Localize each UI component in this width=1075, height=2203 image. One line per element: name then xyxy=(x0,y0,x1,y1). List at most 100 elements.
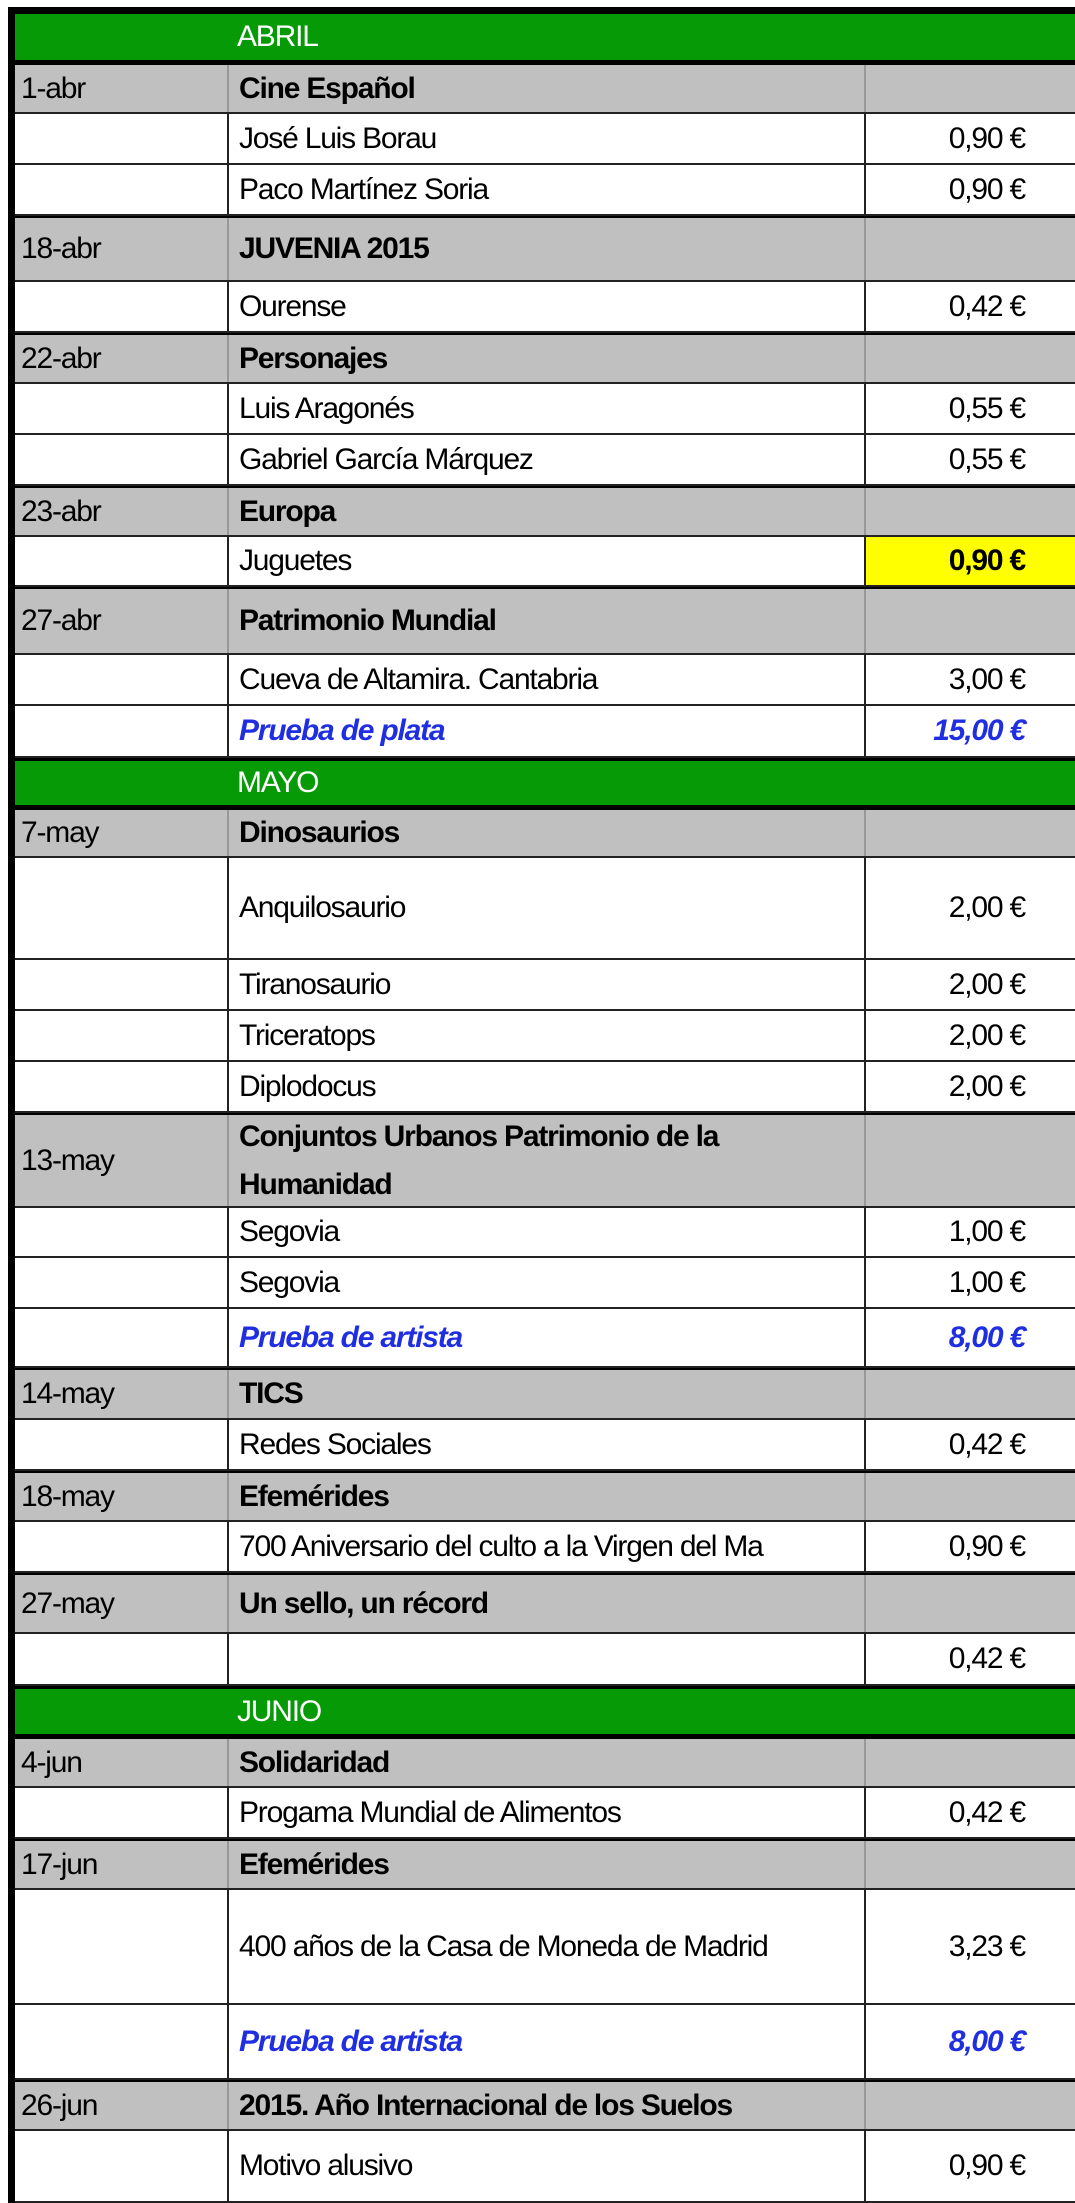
stamp-row: Paco Martínez Soria 0,90 € xyxy=(15,165,1075,216)
issue-date xyxy=(15,1309,227,1366)
face-value: 2,00 € xyxy=(864,1011,1075,1060)
face-value xyxy=(864,1575,1075,1632)
month-header-row: ABRIL xyxy=(15,11,1075,63)
face-value: 0,90 € xyxy=(864,537,1075,585)
issue-date: 17-jun xyxy=(21,1847,98,1881)
issue-title: 400 años de la Casa de Moneda de Madrid xyxy=(227,1890,864,2003)
issue-title: Segovia xyxy=(227,1208,864,1256)
face-value: 8,00 € xyxy=(864,2005,1075,2078)
issue-group-row: 22-abr Personajes xyxy=(15,333,1075,384)
face-value xyxy=(864,218,1075,280)
issue-date xyxy=(15,1420,227,1469)
face-value: 8,00 € xyxy=(864,1309,1075,1366)
issue-title: Gabriel García Márquez xyxy=(227,435,864,484)
issue-title xyxy=(227,1634,864,1684)
stamp-row: Anquilosaurio 2,00 € xyxy=(15,858,1075,960)
face-value: 0,55 € xyxy=(864,384,1075,433)
issue-title: Diplodocus xyxy=(227,1062,864,1111)
issue-date xyxy=(15,1522,227,1571)
issue-group-row: 27-may Un sello, un récord xyxy=(15,1573,1075,1634)
issue-title: Juguetes xyxy=(227,537,864,585)
month-header-row: JUNIO xyxy=(15,1686,1075,1737)
issue-group-row: 13-may Conjuntos Urbanos Patrimonio de la… xyxy=(15,1113,1075,1208)
issue-title: Anquilosaurio xyxy=(227,858,864,958)
issue-date: 18-abr xyxy=(21,232,102,265)
issue-title: Patrimonio Mundial xyxy=(227,589,864,653)
face-value xyxy=(864,1739,1075,1786)
issue-title: Un sello, un récord xyxy=(227,1575,864,1632)
issue-date xyxy=(15,1011,227,1060)
face-value: 3,23 € xyxy=(864,1890,1075,2003)
issue-date: 13-may xyxy=(21,1143,115,1177)
face-value xyxy=(864,1473,1075,1520)
issue-title: Motivo alusivo xyxy=(227,2131,864,2201)
issue-date xyxy=(15,2131,227,2201)
face-value xyxy=(864,810,1075,856)
stamp-row: Motivo alusivo 0,90 € xyxy=(15,2131,1075,2203)
issue-date xyxy=(15,1689,227,1734)
issue-title: Segovia xyxy=(227,1258,864,1307)
issue-date xyxy=(15,1062,227,1111)
issue-title: Solidaridad xyxy=(227,1739,864,1786)
stamp-row: Juguetes 0,90 € xyxy=(15,537,1075,587)
issue-title: Efemérides xyxy=(227,1841,864,1888)
issue-date xyxy=(15,1634,227,1684)
issue-group-row: 26-jun 2015. Año Internacional de los Sue… xyxy=(15,2080,1075,2131)
issue-date xyxy=(15,2005,227,2078)
issue-title: Prueba de artista xyxy=(227,2005,864,2078)
issue-title: TICS xyxy=(227,1370,864,1418)
issue-title: Triceratops xyxy=(227,1011,864,1060)
stamp-row: Progama Mundial de Alimentos 0,42 € xyxy=(15,1788,1075,1839)
stamp-row: Segovia 1,00 € xyxy=(15,1258,1075,1309)
issue-group-row: 14-may TICS xyxy=(15,1368,1075,1420)
face-value: 3,00 € xyxy=(864,655,1075,704)
issue-group-row: 18-may Efemérides xyxy=(15,1471,1075,1522)
issue-date xyxy=(15,1208,227,1256)
face-value: 0,42 € xyxy=(864,282,1075,331)
issue-title: Luis Aragonés xyxy=(227,384,864,433)
stamp-row: José Luis Borau 0,90 € xyxy=(15,114,1075,165)
face-value: 0,90 € xyxy=(864,114,1075,163)
issue-date: 23-abr xyxy=(21,494,102,528)
stamp-row: Segovia 1,00 € xyxy=(15,1208,1075,1258)
issue-group-row: 7-may Dinosaurios xyxy=(15,808,1075,858)
issue-date xyxy=(15,858,227,958)
stamp-row: Tiranosaurio 2,00 € xyxy=(15,960,1075,1011)
face-value xyxy=(864,335,1075,382)
face-value xyxy=(864,1841,1075,1888)
issue-group-row: 4-jun Solidaridad xyxy=(15,1737,1075,1788)
face-value xyxy=(864,589,1075,653)
issue-date xyxy=(15,435,227,484)
issue-group-row: 17-jun Efemérides xyxy=(15,1839,1075,1890)
face-value xyxy=(864,14,1075,60)
issue-group-row: 1-abr Cine Español xyxy=(15,63,1075,114)
issue-title: Tiranosaurio xyxy=(227,960,864,1009)
stamp-row: Redes Sociales 0,42 € xyxy=(15,1420,1075,1471)
issue-title: Efemérides xyxy=(227,1473,864,1520)
month-header-row: MAYO xyxy=(15,758,1075,808)
month-name: ABRIL xyxy=(237,20,319,53)
issue-date: 27-abr xyxy=(21,604,102,637)
issue-title: 700 Aniversario del culto a la Virgen de… xyxy=(227,1522,864,1571)
issue-title: Dinosaurios xyxy=(227,810,864,856)
issue-date: 4-jun xyxy=(21,1745,83,1779)
issue-title: Ourense xyxy=(227,282,864,331)
face-value: 0,90 € xyxy=(864,165,1075,214)
issue-date xyxy=(15,761,227,805)
issue-date: 1-abr xyxy=(21,71,86,105)
issue-title: Paco Martínez Soria xyxy=(227,165,864,214)
issue-title: Cueva de Altamira. Cantabria xyxy=(227,655,864,704)
face-value: 0,55 € xyxy=(864,435,1075,484)
stamp-row: 0,42 € xyxy=(15,1634,1075,1686)
issue-title: Progama Mundial de Alimentos xyxy=(227,1788,864,1837)
face-value: 0,42 € xyxy=(864,1788,1075,1837)
issue-date xyxy=(15,165,227,214)
stamp-row: Ourense 0,42 € xyxy=(15,282,1075,333)
face-value: 2,00 € xyxy=(864,960,1075,1009)
stamp-issue-table: ABRIL 1-abr Cine Español José Luis Borau 0,9… xyxy=(8,7,1075,2203)
stamp-row: Diplodocus 2,00 € xyxy=(15,1062,1075,1113)
stamp-row: 700 Aniversario del culto a la Virgen de… xyxy=(15,1522,1075,1573)
face-value xyxy=(864,1689,1075,1734)
face-value xyxy=(864,761,1075,805)
issue-date xyxy=(15,706,227,756)
